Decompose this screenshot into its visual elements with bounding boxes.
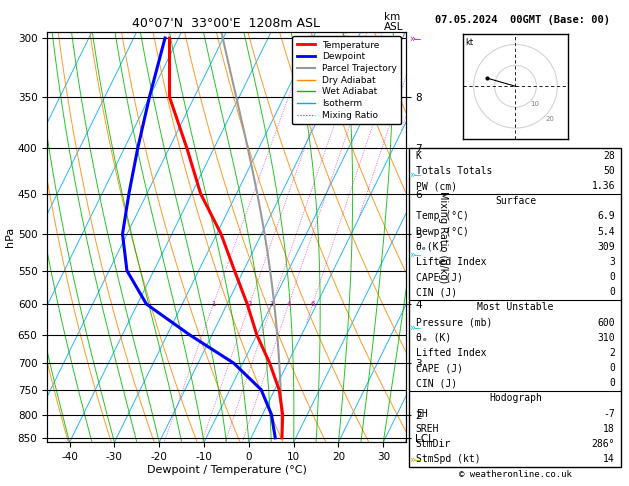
Text: Lifted Index: Lifted Index	[416, 257, 486, 267]
Text: Totals Totals: Totals Totals	[416, 166, 493, 176]
Text: -7: -7	[603, 409, 615, 418]
Text: 2: 2	[247, 301, 252, 307]
Text: Lifted Index: Lifted Index	[416, 348, 486, 358]
Text: StmSpd (kt): StmSpd (kt)	[416, 454, 481, 464]
Text: 20: 20	[545, 116, 554, 122]
Text: 1.36: 1.36	[592, 181, 615, 191]
Text: 4: 4	[286, 301, 291, 307]
Text: 3: 3	[270, 301, 274, 307]
Text: © weatheronline.co.uk: © weatheronline.co.uk	[459, 469, 572, 479]
Text: EH: EH	[416, 409, 428, 418]
Text: 310: 310	[598, 333, 615, 343]
Text: 3: 3	[610, 257, 615, 267]
Text: ASL: ASL	[384, 22, 403, 32]
Text: 2: 2	[610, 348, 615, 358]
Text: 0: 0	[610, 378, 615, 388]
Text: Dewp (°C): Dewp (°C)	[416, 226, 469, 237]
Text: 0: 0	[610, 363, 615, 373]
Text: CAPE (J): CAPE (J)	[416, 272, 463, 282]
Text: »—: »—	[409, 250, 421, 260]
Text: 600: 600	[598, 317, 615, 328]
Text: θₑ(K): θₑ(K)	[416, 242, 445, 252]
Text: CIN (J): CIN (J)	[416, 287, 457, 297]
Text: Hodograph: Hodograph	[489, 393, 542, 403]
Text: 14: 14	[603, 454, 615, 464]
Text: 5.4: 5.4	[598, 226, 615, 237]
X-axis label: Dewpoint / Temperature (°C): Dewpoint / Temperature (°C)	[147, 465, 306, 475]
Text: 0: 0	[610, 272, 615, 282]
Text: 286°: 286°	[592, 439, 615, 449]
Text: 1: 1	[211, 301, 216, 307]
Text: θₑ (K): θₑ (K)	[416, 333, 451, 343]
Text: 6.9: 6.9	[598, 211, 615, 222]
Title: 40°07'N  33°00'E  1208m ASL: 40°07'N 33°00'E 1208m ASL	[133, 17, 320, 31]
Text: Surface: Surface	[495, 196, 536, 206]
Text: 6: 6	[311, 301, 315, 307]
Text: 309: 309	[598, 242, 615, 252]
Text: CIN (J): CIN (J)	[416, 378, 457, 388]
Text: Temp (°C): Temp (°C)	[416, 211, 469, 222]
Text: »—: »—	[409, 34, 421, 44]
Text: CAPE (J): CAPE (J)	[416, 363, 463, 373]
Text: 50: 50	[603, 166, 615, 176]
Y-axis label: hPa: hPa	[5, 227, 15, 247]
Text: 0: 0	[610, 287, 615, 297]
Text: SREH: SREH	[416, 424, 439, 434]
Legend: Temperature, Dewpoint, Parcel Trajectory, Dry Adiabat, Wet Adiabat, Isotherm, Mi: Temperature, Dewpoint, Parcel Trajectory…	[292, 36, 401, 124]
Text: kt: kt	[465, 38, 474, 47]
Text: km: km	[384, 12, 400, 22]
Text: 28: 28	[603, 151, 615, 161]
Text: PW (cm): PW (cm)	[416, 181, 457, 191]
Text: Most Unstable: Most Unstable	[477, 302, 554, 312]
Y-axis label: Mixing Ratio (g/kg): Mixing Ratio (g/kg)	[438, 191, 448, 283]
Text: »—: »—	[409, 454, 421, 464]
Text: »—: »—	[409, 170, 421, 180]
Text: »—: »—	[409, 323, 421, 333]
Text: 10: 10	[530, 101, 539, 107]
Text: 18: 18	[603, 424, 615, 434]
Text: StmDir: StmDir	[416, 439, 451, 449]
Text: 07.05.2024  00GMT (Base: 00): 07.05.2024 00GMT (Base: 00)	[435, 15, 610, 25]
Text: K: K	[416, 151, 421, 161]
Text: Pressure (mb): Pressure (mb)	[416, 317, 493, 328]
